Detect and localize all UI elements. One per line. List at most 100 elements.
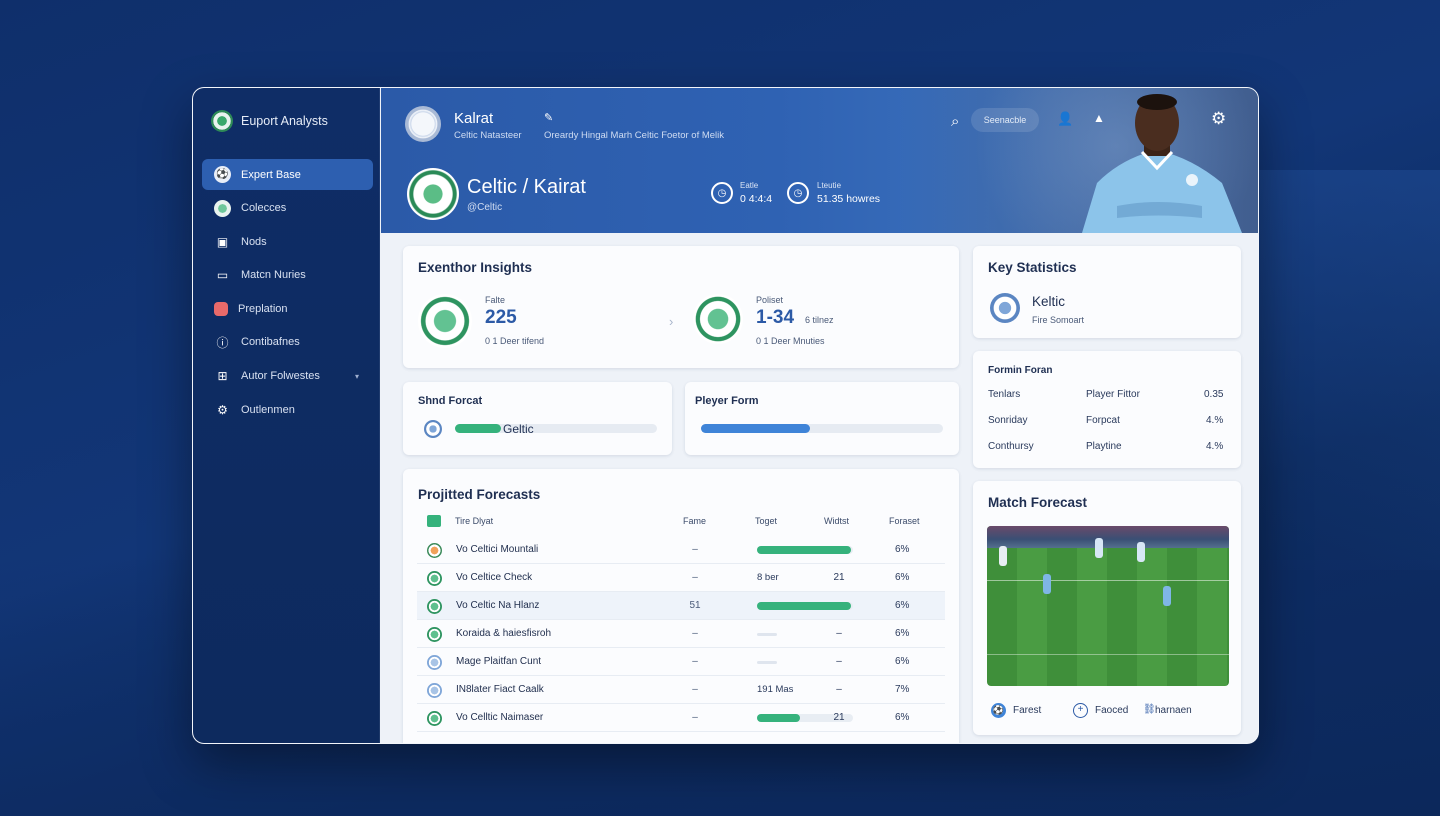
row-fame: –	[692, 544, 698, 555]
stat-row-label: Sonriday	[988, 415, 1028, 426]
background-glow	[1240, 170, 1440, 570]
header-title: Kalrat	[454, 110, 494, 127]
gear-icon: ⚙	[217, 402, 228, 417]
card-title: Pleyer Form	[695, 395, 759, 407]
projected-forecasts-card: Projitted Forecasts Tire Dlyat Fame Toge…	[403, 469, 959, 743]
alert-icon[interactable]: ▲	[1093, 111, 1105, 125]
row-name: Vo Celltic Naimaser	[456, 712, 544, 723]
table-row[interactable]: IN8later Fiact Caalk – 191 Mas – 7%	[417, 676, 945, 704]
stat-row-metric: Forpcat	[1086, 415, 1120, 426]
sidebar-item-autor-folwestes[interactable]: ⊞ Autor Folwestes ▾	[202, 361, 373, 392]
formin-foran-card: Formin Foran Tenlars Player Fittor 0.35 …	[973, 351, 1241, 468]
stat-row-value: 4.%	[1206, 441, 1224, 452]
table-row[interactable]: Vo Celtice Check – 8 ber 21 6%	[417, 564, 945, 592]
row-forecast: 6%	[895, 712, 910, 723]
card-title: Match Forecast	[988, 495, 1088, 510]
plus-circle-icon: +	[1073, 703, 1088, 718]
row-target-bar	[757, 546, 853, 554]
stat-label: Lteutie	[817, 181, 842, 190]
insight-label: Falte	[485, 295, 506, 305]
table-row[interactable]: Vo Celltic Naimaser – 21 6%	[417, 704, 945, 732]
app-window: Euport Analysts ⚽ Expert Base Colecces ▣…	[192, 87, 1259, 744]
row-forecast: 6%	[895, 572, 910, 583]
row-fame: –	[692, 656, 698, 667]
sidebar-item-colecces[interactable]: Colecces	[202, 193, 373, 224]
legend-label[interactable]: harnaen	[1155, 705, 1192, 716]
match-forecast-card: Match Forecast ⚽ Farest + Faoced ⛓ harna…	[973, 481, 1241, 735]
legend-label[interactable]: Faoced	[1095, 705, 1129, 716]
player-figure	[1163, 586, 1171, 606]
stat-label: Eatle	[740, 181, 759, 190]
stat-row-label: Tenlars	[988, 389, 1021, 400]
sidebar-item-label: Outlenmen	[241, 403, 295, 416]
club-crest-icon	[427, 599, 442, 614]
row-width: 21	[833, 712, 845, 723]
chevron-right-icon[interactable]: ›	[669, 314, 674, 329]
row-name: Mage Plaitfan Cunt	[456, 656, 542, 667]
chevron-down-icon[interactable]: ▾	[354, 371, 359, 381]
legend-label[interactable]: Farest	[1013, 705, 1042, 716]
row-fame: –	[692, 712, 698, 723]
row-target-bar-fill	[757, 546, 852, 554]
settings-gear-icon[interactable]: ⚙	[1211, 109, 1227, 128]
celtic-crest-icon	[407, 168, 459, 220]
player-form-bar-fill	[701, 424, 810, 433]
sidebar-item-label: Colecces	[241, 202, 287, 215]
table-row[interactable]: Vo Celtic Na Hlanz 51 6%	[417, 592, 945, 620]
timer-icon: ◷	[787, 182, 809, 204]
pin-icon[interactable]: ✎	[544, 112, 554, 124]
team-sub: Fire Somoart	[1032, 315, 1085, 325]
sidebar-item-contibafnes[interactable]: ⓘ Contibafnes	[202, 327, 373, 358]
card-title: Formin Foran	[988, 365, 1053, 376]
column-header[interactable]: Toget	[755, 516, 778, 526]
table-row[interactable]: Mage Plaitfan Cunt – – 6%	[417, 648, 945, 676]
card-title: Projitted Forecasts	[418, 487, 541, 502]
search-input[interactable]: Seenacble	[971, 108, 1039, 132]
sidebar-item-expert-base[interactable]: ⚽ Expert Base	[202, 159, 373, 190]
brand-name: Euport Analysts	[241, 114, 328, 128]
column-header[interactable]: Fame	[683, 516, 707, 526]
laptop-icon: ▭	[216, 268, 229, 283]
row-target: 191 Mas	[757, 684, 794, 695]
celtic-crest-icon	[418, 294, 472, 348]
column-header[interactable]: Foraset	[889, 516, 920, 526]
club-crest-icon	[427, 627, 442, 642]
row-target: 8 ber	[757, 572, 779, 583]
row-width: –	[836, 684, 842, 695]
match-header: Kalrat Celtic Natasteer ✎ Oreardy Hingal…	[381, 88, 1258, 233]
row-name: IN8later Fiact Caalk	[456, 684, 544, 695]
soccer-ball-icon: ⚽	[214, 166, 231, 183]
row-target-bar	[757, 602, 853, 610]
search-icon[interactable]: ⌕	[951, 113, 960, 130]
sidebar-item-nods[interactable]: ▣ Nods	[202, 226, 373, 257]
column-header[interactable]: Tire Dlyat	[455, 516, 494, 526]
shnd-forecast-bar	[455, 424, 657, 433]
match-pitch-image[interactable]	[987, 526, 1229, 686]
column-header[interactable]: Widtst	[824, 516, 850, 526]
team-name: Keltic	[1032, 294, 1066, 309]
brand[interactable]: Euport Analysts	[211, 110, 328, 132]
checkbox-icon[interactable]	[427, 515, 441, 527]
shnd-forecast-label: Geltic	[503, 422, 534, 436]
row-target-bar-fill	[757, 602, 852, 610]
header-description: Oreardy Hingal Marh Celtic Foetor of Mel…	[544, 130, 725, 141]
table-row[interactable]: Vo Celtici Mountali – 6%	[417, 536, 945, 564]
insight-sub: 0 1 Deer Mnuties	[756, 336, 825, 346]
player-figure	[1137, 542, 1145, 562]
stat-row-value: 4.%	[1206, 415, 1224, 426]
sidebar-item-outlenmen[interactable]: ⚙ Outlenmen	[202, 394, 373, 425]
insights-card: Exenthor Insights Falte 225 0 1 Deer tif…	[403, 246, 959, 368]
sidebar-nav: ⚽ Expert Base Colecces ▣ Nods ▭ Matcn Nu…	[202, 159, 373, 428]
match-title: Celtic / Kairat	[467, 176, 586, 198]
row-name: Vo Celtice Check	[456, 572, 533, 583]
sidebar-item-label: Contibafnes	[241, 336, 300, 349]
table-row[interactable]: Koraida & haiesfisroh – – 6%	[417, 620, 945, 648]
sidebar-item-preplation[interactable]: Preplation	[202, 293, 373, 324]
sidebar-item-matcn-nuries[interactable]: ▭ Matcn Nuries	[202, 260, 373, 291]
header-subtitle: Celtic Natasteer	[454, 130, 522, 141]
insight-label: Poliset	[756, 295, 784, 305]
user-icon[interactable]: 👤	[1057, 111, 1074, 126]
row-target-bar	[757, 714, 853, 722]
sidebar-item-label: Matcn Nuries	[241, 269, 306, 282]
row-forecast: 7%	[895, 684, 910, 695]
